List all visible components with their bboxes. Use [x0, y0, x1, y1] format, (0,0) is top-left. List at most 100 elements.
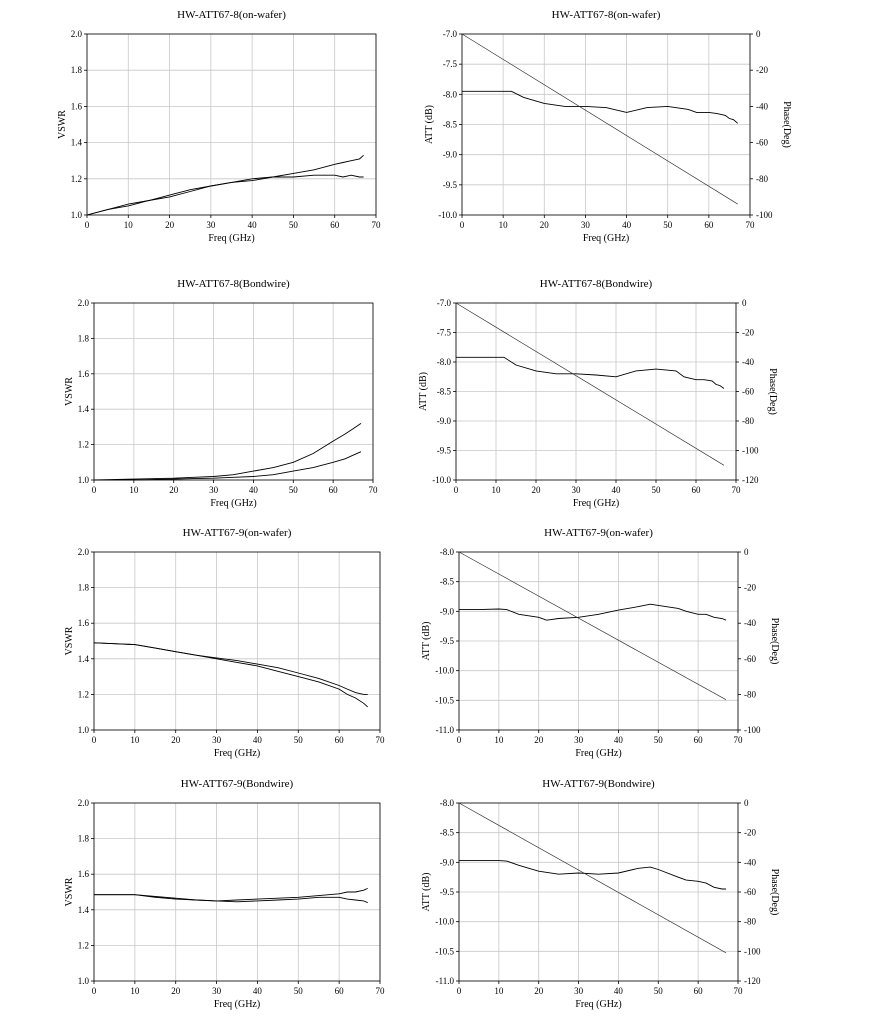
x-tick-label: 20 [534, 986, 544, 996]
vswr-att67-9-bondwire: 0 10 20 30 40 50 60 70 1.0 1.2 1.4 1.6 1.8 2.0 HW-ATT6… [64, 778, 385, 1010]
x-axis-label: Freq (GHz) [214, 748, 260, 759]
y-tick-label: 1.6 [78, 869, 90, 879]
att-att67-8-bondwire: 0 10 20 30 40 50 60 70 -10.0 -9.5 -9.0 -8.5 -8.0 -7.5… [418, 278, 778, 509]
y-right-tick-label: 0 [744, 798, 749, 808]
x-axis-label: Freq (GHz) [583, 233, 629, 244]
y-right-tick-label: -80 [742, 416, 754, 426]
y-tick-label: -9.5 [440, 636, 455, 646]
y-axis-label: ATT (dB) [418, 372, 429, 411]
x-tick-label: 30 [574, 986, 584, 996]
x-tick-label: 10 [492, 485, 502, 495]
y-tick-label: -8.5 [437, 387, 452, 397]
x-tick-label: 60 [704, 220, 714, 230]
y-right-tick-label: 0 [742, 298, 747, 308]
att-att67-8-onwafer: 0 10 20 30 40 50 60 70 -10.0 -9.5 -9.0 -8.5 -8.0 -7.5… [424, 9, 792, 244]
chart-title: HW-ATT67-8(on-wafer) [552, 9, 661, 21]
x-tick-label: 70 [746, 220, 756, 230]
phase-series-line [458, 802, 727, 954]
x-tick-label: 40 [612, 485, 622, 495]
phase-series-line [461, 33, 738, 205]
x-tick-label: 40 [614, 735, 624, 745]
x-tick-label: 30 [212, 735, 222, 745]
x-tick-label: 0 [92, 986, 97, 996]
y-right-tick-label: -60 [744, 654, 756, 664]
x-tick-label: 70 [369, 485, 379, 495]
x-tick-label: 20 [532, 485, 542, 495]
y-tick-label: 1.4 [71, 138, 83, 148]
x-tick-label: 50 [294, 735, 304, 745]
y-tick-label: 1.0 [78, 976, 90, 986]
x-tick-label: 30 [212, 986, 222, 996]
chart-title: HW-ATT67-8(Bondwire) [540, 278, 653, 290]
y-right-tick-label: -80 [744, 689, 756, 699]
chart-title: HW-ATT67-9(on-wafer) [183, 527, 292, 539]
y-tick-label: 1.2 [78, 940, 89, 950]
chart-title: HW-ATT67-8(on-wafer) [177, 9, 286, 21]
y-tick-label: -9.0 [443, 150, 458, 160]
x-tick-label: 50 [652, 485, 662, 495]
y-right-tick-label: -60 [742, 387, 754, 397]
x-tick-label: 50 [289, 220, 299, 230]
x-tick-label: 40 [253, 735, 263, 745]
vswr-att67-9-onwafer: 0 10 20 30 40 50 60 70 1.0 1.2 1.4 1.6 1.8 2.0 HW-ATT6… [64, 527, 385, 759]
y-tick-label: 1.4 [78, 654, 90, 664]
vswr-att67-8-bondwire: 0 10 20 30 40 50 60 70 1.0 1.2 1.4 1.6 1.8 2.0 HW-ATT6… [64, 278, 378, 509]
y-tick-label: -11.0 [436, 976, 455, 986]
y-tick-label: 2.0 [78, 298, 90, 308]
x-tick-label: 0 [92, 485, 97, 495]
y-right-tick-label: -20 [756, 65, 768, 75]
y-tick-label: -9.5 [437, 446, 452, 456]
plot-frame [93, 802, 381, 982]
x-tick-label: 30 [572, 485, 582, 495]
series-line-1 [462, 90, 738, 124]
series-line-1 [94, 887, 368, 902]
x-tick-label: 50 [289, 485, 299, 495]
y-tick-label: -7.5 [443, 59, 458, 69]
y-tick-label: -8.5 [440, 577, 455, 587]
x-tick-label: 0 [457, 735, 462, 745]
chart-title: HW-ATT67-9(on-wafer) [544, 527, 653, 539]
y-axis-label: ATT (dB) [424, 105, 435, 144]
plot-frame [93, 302, 374, 481]
y-tick-label: 1.6 [78, 618, 90, 628]
y-tick-label: 1.2 [71, 174, 82, 184]
series-line-1 [86, 154, 364, 216]
x-tick-label: 10 [494, 986, 504, 996]
x-tick-label: 30 [209, 485, 219, 495]
x-tick-label: 70 [372, 220, 382, 230]
x-axis-label: Freq (GHz) [575, 999, 621, 1010]
x-tick-label: 20 [165, 220, 175, 230]
x-tick-label: 50 [654, 986, 664, 996]
x-tick-label: 0 [454, 485, 459, 495]
series-line-2 [86, 174, 364, 216]
x-tick-label: 10 [129, 485, 139, 495]
y-right-tick-label: -80 [744, 917, 756, 927]
y-tick-label: -11.0 [436, 725, 455, 735]
y-tick-label: -10.0 [435, 666, 454, 676]
y-tick-label: -9.5 [443, 180, 458, 190]
x-tick-label: 70 [376, 735, 386, 745]
x-tick-label: 60 [694, 986, 704, 996]
x-tick-label: 20 [171, 986, 181, 996]
x-tick-label: 0 [460, 220, 465, 230]
plot-frame [93, 551, 381, 731]
y-right-tick-label: -100 [744, 725, 761, 735]
y-right-tick-label: -100 [756, 210, 773, 220]
y-tick-label: 2.0 [71, 29, 83, 39]
x-tick-label: 0 [85, 220, 90, 230]
x-tick-label: 20 [171, 735, 181, 745]
x-axis-label: Freq (GHz) [208, 233, 254, 244]
x-tick-label: 70 [734, 735, 744, 745]
y-tick-label: -7.0 [437, 298, 452, 308]
y-tick-label: 2.0 [78, 547, 90, 557]
x-tick-label: 30 [581, 220, 591, 230]
y-tick-label: -9.0 [437, 416, 452, 426]
y-right-axis-label: Phase(Deg) [767, 368, 778, 415]
y-right-axis-label: Phase(Deg) [781, 101, 792, 148]
series-line-2 [94, 451, 362, 481]
y-right-tick-label: -40 [756, 101, 768, 111]
x-axis-label: Freq (GHz) [214, 999, 260, 1010]
series-line-2 [94, 894, 368, 904]
y-tick-label: -8.0 [443, 89, 458, 99]
